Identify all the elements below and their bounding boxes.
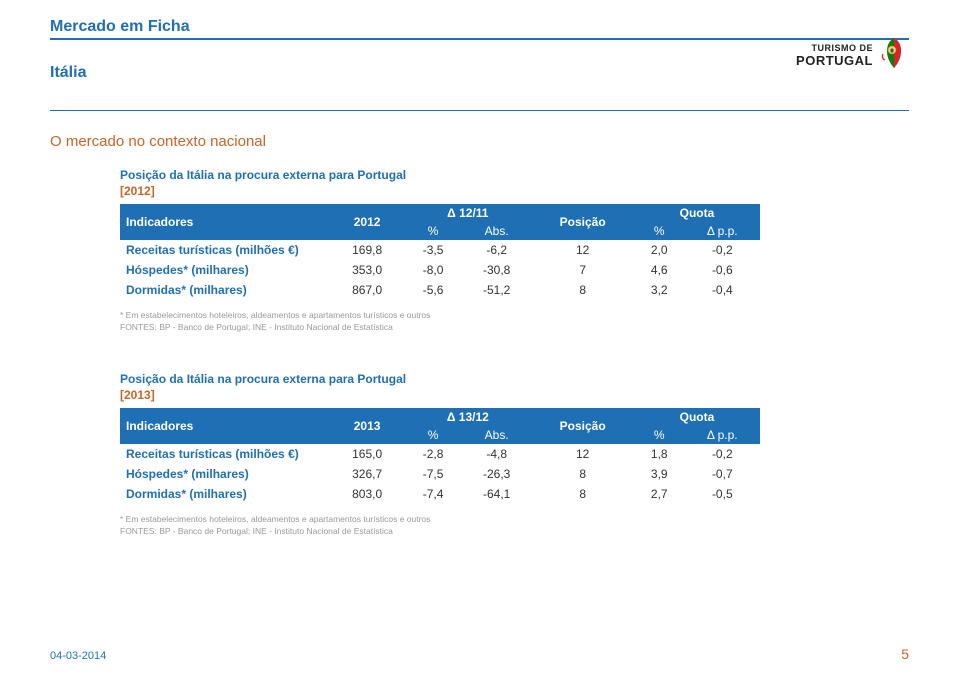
footer-date: 04-03-2014	[50, 650, 106, 662]
table1-block: Posição da Itália na procura externa par…	[120, 168, 909, 334]
row-label: Hóspedes* (milhares)	[120, 260, 330, 280]
cell: -7,4	[404, 484, 462, 504]
cell: -8,0	[404, 260, 462, 280]
table1: Indicadores 2012 Δ 12/11 Posição Quota %…	[120, 204, 760, 300]
table1-body: Receitas turísticas (milhões €) 169,8 -3…	[120, 240, 760, 300]
col-indicadores: Indicadores	[120, 408, 330, 444]
col-pct: %	[404, 426, 462, 444]
cell: 165,0	[330, 444, 404, 464]
cell: -0,5	[685, 484, 760, 504]
cell: -51,2	[462, 280, 532, 300]
cell: -4,8	[462, 444, 532, 464]
cell: 3,9	[634, 464, 685, 484]
footnote-line: FONTES: BP - Banco de Portugal; INE - In…	[120, 322, 909, 334]
cell: 867,0	[330, 280, 404, 300]
col-qpct: %	[634, 222, 685, 240]
col-pos: Posição	[531, 408, 633, 444]
cell: -0,4	[685, 280, 760, 300]
row-label: Hóspedes* (milhares)	[120, 464, 330, 484]
cell: 803,0	[330, 484, 404, 504]
footnote-line: * Em estabelecimentos hoteleiros, aldeam…	[120, 514, 909, 526]
table-row: Dormidas* (milhares) 867,0 -5,6 -51,2 8 …	[120, 280, 760, 300]
table1-year: [2012]	[120, 184, 909, 198]
col-delta: Δ 13/12	[404, 408, 531, 426]
cell: -0,2	[685, 444, 760, 464]
cell: -64,1	[462, 484, 532, 504]
col-dpp: Δ p.p.	[685, 426, 760, 444]
col-abs: Abs.	[462, 426, 532, 444]
col-abs: Abs.	[462, 222, 532, 240]
footer-page: 5	[901, 646, 909, 662]
cell: 8	[531, 484, 633, 504]
row-label: Receitas turísticas (milhões €)	[120, 444, 330, 464]
col-year: 2012	[330, 204, 404, 240]
cell: -7,5	[404, 464, 462, 484]
row-label: Receitas turísticas (milhões €)	[120, 240, 330, 260]
cell: 8	[531, 280, 633, 300]
table-row: Hóspedes* (milhares) 353,0 -8,0 -30,8 7 …	[120, 260, 760, 280]
table2-block: Posição da Itália na procura externa par…	[120, 372, 909, 538]
cell: 8	[531, 464, 633, 484]
footnote-line: * Em estabelecimentos hoteleiros, aldeam…	[120, 310, 909, 322]
cell: 2,0	[634, 240, 685, 260]
header-title: Mercado em Ficha	[50, 18, 909, 36]
cell: -5,6	[404, 280, 462, 300]
logo: TURISMO DE PORTUGAL	[779, 36, 909, 90]
cell: 7	[531, 260, 633, 280]
table2-title: Posição da Itália na procura externa par…	[120, 372, 909, 386]
cell: -26,3	[462, 464, 532, 484]
cell: 169,8	[330, 240, 404, 260]
row-label: Dormidas* (milhares)	[120, 280, 330, 300]
flag-icon	[879, 36, 909, 76]
logo-line2: PORTUGAL	[796, 54, 873, 68]
col-dpp: Δ p.p.	[685, 222, 760, 240]
footnote-line: FONTES: BP - Banco de Portugal; INE - In…	[120, 526, 909, 538]
cell: -6,2	[462, 240, 532, 260]
col-quota: Quota	[634, 408, 760, 426]
divider	[50, 110, 909, 111]
cell: 326,7	[330, 464, 404, 484]
footer: 04-03-2014 5	[50, 646, 909, 662]
cell: 4,6	[634, 260, 685, 280]
table1-title: Posição da Itália na procura externa par…	[120, 168, 909, 182]
cell: -2,8	[404, 444, 462, 464]
page: Mercado em Ficha Itália TURISMO DE PORTU…	[0, 0, 959, 676]
cell: 1,8	[634, 444, 685, 464]
cell: 12	[531, 240, 633, 260]
cell: 2,7	[634, 484, 685, 504]
cell: -30,8	[462, 260, 532, 280]
table2-body: Receitas turísticas (milhões €) 165,0 -2…	[120, 444, 760, 504]
cell: -0,6	[685, 260, 760, 280]
section-heading: O mercado no contexto nacional	[50, 133, 909, 150]
col-pct: %	[404, 222, 462, 240]
cell: 3,2	[634, 280, 685, 300]
col-qpct: %	[634, 426, 685, 444]
table-row: Receitas turísticas (milhões €) 169,8 -3…	[120, 240, 760, 260]
table2-year: [2013]	[120, 388, 909, 402]
col-pos: Posição	[531, 204, 633, 240]
col-delta: Δ 12/11	[404, 204, 531, 222]
col-year: 2013	[330, 408, 404, 444]
cell: -3,5	[404, 240, 462, 260]
table-row: Hóspedes* (milhares) 326,7 -7,5 -26,3 8 …	[120, 464, 760, 484]
table1-footnote: * Em estabelecimentos hoteleiros, aldeam…	[120, 310, 909, 334]
row-label: Dormidas* (milhares)	[120, 484, 330, 504]
table-row: Dormidas* (milhares) 803,0 -7,4 -64,1 8 …	[120, 484, 760, 504]
table2: Indicadores 2013 Δ 13/12 Posição Quota %…	[120, 408, 760, 504]
table2-footnote: * Em estabelecimentos hoteleiros, aldeam…	[120, 514, 909, 538]
cell: 12	[531, 444, 633, 464]
cell: -0,7	[685, 464, 760, 484]
col-indicadores: Indicadores	[120, 204, 330, 240]
logo-text: TURISMO DE PORTUGAL	[796, 44, 873, 68]
col-quota: Quota	[634, 204, 760, 222]
cell: -0,2	[685, 240, 760, 260]
cell: 353,0	[330, 260, 404, 280]
table-row: Receitas turísticas (milhões €) 165,0 -2…	[120, 444, 760, 464]
